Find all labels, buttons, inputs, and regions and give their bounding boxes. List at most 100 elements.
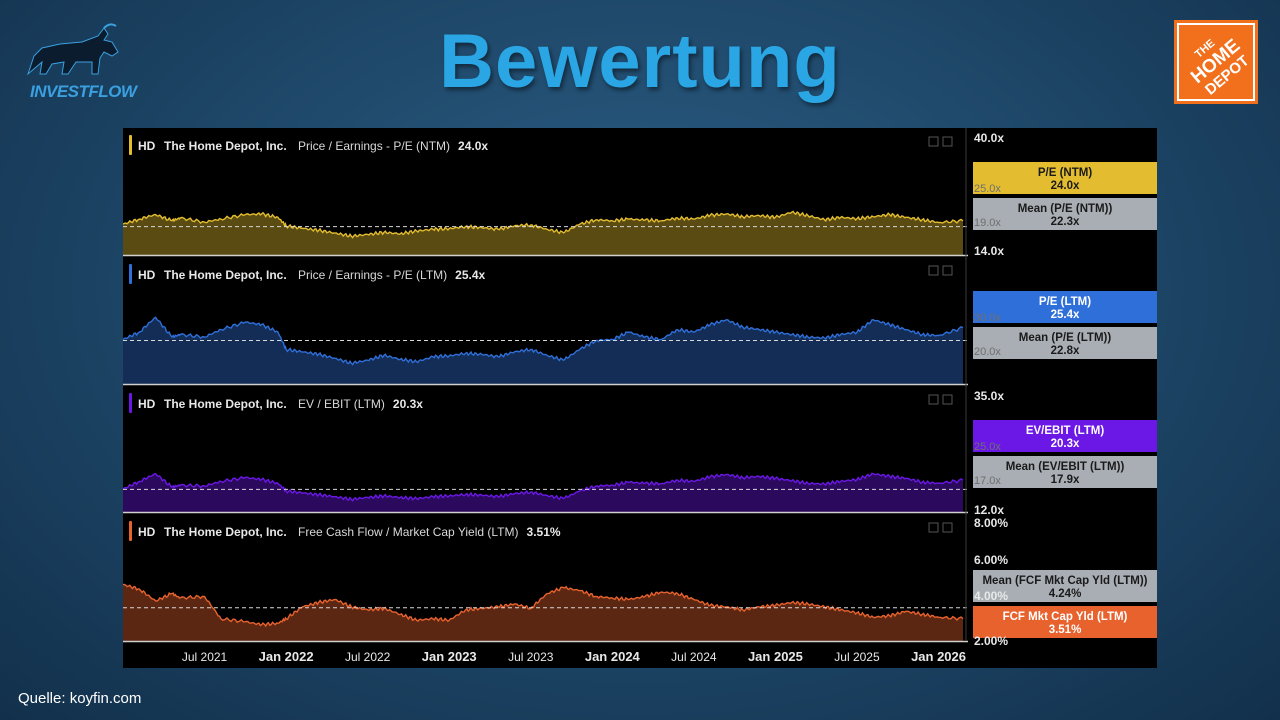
current-value-box-label: FCF Mkt Cap Yld (LTM)	[1003, 611, 1128, 623]
x-axis-tick-label: Jul 2024	[671, 650, 717, 664]
mean-value-box	[973, 570, 1157, 602]
brand-name: INVESTFLOW	[30, 82, 137, 101]
x-axis-tick-label: Jan 2023	[422, 649, 477, 664]
current-value-box-label: P/E (NTM)	[1038, 167, 1092, 179]
series-area-2	[123, 317, 963, 384]
current-value-box	[973, 420, 1157, 452]
page-title: Bewertung	[439, 19, 841, 104]
x-axis-tick-label: Jul 2025	[834, 650, 880, 664]
mean-value-box	[973, 198, 1157, 230]
current-value-label: 3.51%	[527, 525, 561, 539]
mean-value-box-value: 4.24%	[1049, 588, 1082, 600]
y-axis-label: 2.00%	[974, 634, 1008, 648]
chart-canvas: HD The Home Depot, Inc. Price / Earnings -…	[123, 128, 1157, 668]
y-axis-label: 14.0x	[974, 244, 1004, 258]
mean-value-box-label: Mean (P/E (NTM))	[1018, 203, 1113, 215]
panel-4	[123, 521, 1157, 643]
ticker-label: HD	[138, 139, 156, 153]
series-color-marker	[129, 521, 132, 541]
series-area-4	[123, 584, 963, 641]
y-axis-label: 35.0x	[974, 389, 1004, 403]
home-depot-logo: THE HOME DEPOT	[1174, 20, 1258, 104]
panel-toolbar-icon	[942, 265, 953, 276]
x-axis-tick-label: Jul 2022	[345, 650, 391, 664]
ticker-label: HD	[138, 397, 156, 411]
x-axis-tick-label: Jan 2025	[748, 649, 803, 664]
company-label: The Home Depot, Inc.	[164, 268, 287, 282]
current-value-box-value: 3.51%	[1049, 624, 1082, 636]
series-area-3	[123, 473, 963, 512]
mean-value-box-label: Mean (P/E (LTM))	[1019, 332, 1112, 344]
metric-label: Free Cash Flow / Market Cap Yield (LTM)	[298, 525, 519, 539]
source-caption: Quelle: koyfin.com	[18, 690, 142, 707]
company-label: The Home Depot, Inc.	[164, 397, 287, 411]
current-value-box-value: 25.4x	[1051, 309, 1080, 321]
series-line-4	[123, 583, 964, 628]
current-value-box	[973, 606, 1157, 638]
series-line-3	[123, 472, 964, 502]
y-axis-faded-label: 19.0x	[974, 217, 1001, 229]
mean-value-box-value: 22.3x	[1051, 216, 1080, 228]
y-axis-label: 6.00%	[974, 553, 1008, 567]
x-axis-tick-label: Jul 2023	[508, 650, 554, 664]
mean-value-box-value: 22.8x	[1051, 345, 1080, 357]
current-value-box-label: P/E (LTM)	[1039, 296, 1091, 308]
current-value-box-bg	[973, 606, 1157, 638]
panel-toolbar-icon	[928, 265, 939, 276]
metric-label: Price / Earnings - P/E (LTM)	[298, 268, 447, 282]
current-value-box	[973, 162, 1157, 194]
panel-2	[123, 264, 1157, 386]
x-axis-tick-label: Jan 2024	[585, 649, 641, 664]
y-axis-label: 12.0x	[974, 503, 1004, 517]
metric-label: EV / EBIT (LTM)	[298, 397, 385, 411]
mean-value-box-bg	[973, 327, 1157, 359]
x-axis-tick-label: Jan 2026	[911, 649, 966, 664]
investflow-logo: INVESTFLOW	[20, 22, 137, 102]
mean-value-box	[973, 327, 1157, 359]
company-label: The Home Depot, Inc.	[164, 525, 287, 539]
current-value-box-value: 20.3x	[1051, 438, 1080, 450]
ticker-label: HD	[138, 268, 156, 282]
y-axis-faded-label: 20.0x	[974, 346, 1001, 358]
mean-value-box-bg	[973, 198, 1157, 230]
current-value-box	[973, 291, 1157, 323]
panel-3	[123, 393, 1157, 514]
current-value-label: 25.4x	[455, 268, 485, 282]
panel-toolbar-icon	[942, 136, 953, 147]
panel-toolbar-icon	[928, 522, 939, 533]
x-axis-tick-label: Jan 2022	[259, 649, 314, 664]
company-label: The Home Depot, Inc.	[164, 139, 287, 153]
mean-value-box-bg	[973, 456, 1157, 488]
series-line-2	[123, 316, 964, 366]
panel-toolbar-icon	[928, 394, 939, 405]
panel-1	[123, 135, 1157, 257]
current-value-box-bg	[973, 420, 1157, 452]
panel-toolbar-icon	[942, 522, 953, 533]
mean-value-box-label: Mean (EV/EBIT (LTM))	[1006, 461, 1125, 473]
y-axis-label: 8.00%	[974, 516, 1008, 530]
series-line-1	[123, 210, 964, 239]
series-color-marker	[129, 393, 132, 413]
current-value-label: 24.0x	[458, 139, 488, 153]
current-value-box-bg	[973, 291, 1157, 323]
mean-value-box	[973, 456, 1157, 488]
mean-value-box-label: Mean (FCF Mkt Cap Yld (LTM))	[982, 575, 1147, 587]
y-axis-label: 4.00%	[974, 589, 1008, 603]
y-axis-faded-label: 25.0x	[974, 183, 1001, 195]
current-value-box-bg	[973, 162, 1157, 194]
mean-value-box-value: 17.9x	[1051, 474, 1080, 486]
y-axis-label: 40.0x	[974, 131, 1004, 145]
ticker-label: HD	[138, 525, 156, 539]
y-axis-faded-label: 17.0x	[974, 475, 1001, 487]
y-axis-faded-label: 25.0x	[974, 441, 1001, 453]
series-color-marker	[129, 264, 132, 284]
mean-value-box-bg	[973, 570, 1157, 602]
x-axis-tick-label: Jul 2021	[182, 650, 228, 664]
valuation-chart: HD The Home Depot, Inc. Price / Earnings -…	[123, 128, 1157, 668]
panel-toolbar-icon	[928, 136, 939, 147]
bull-icon	[26, 23, 119, 76]
panel-toolbar-icon	[942, 394, 953, 405]
current-value-box-value: 24.0x	[1051, 180, 1080, 192]
metric-label: Price / Earnings - P/E (NTM)	[298, 139, 450, 153]
current-value-box-label: EV/EBIT (LTM)	[1026, 425, 1105, 437]
